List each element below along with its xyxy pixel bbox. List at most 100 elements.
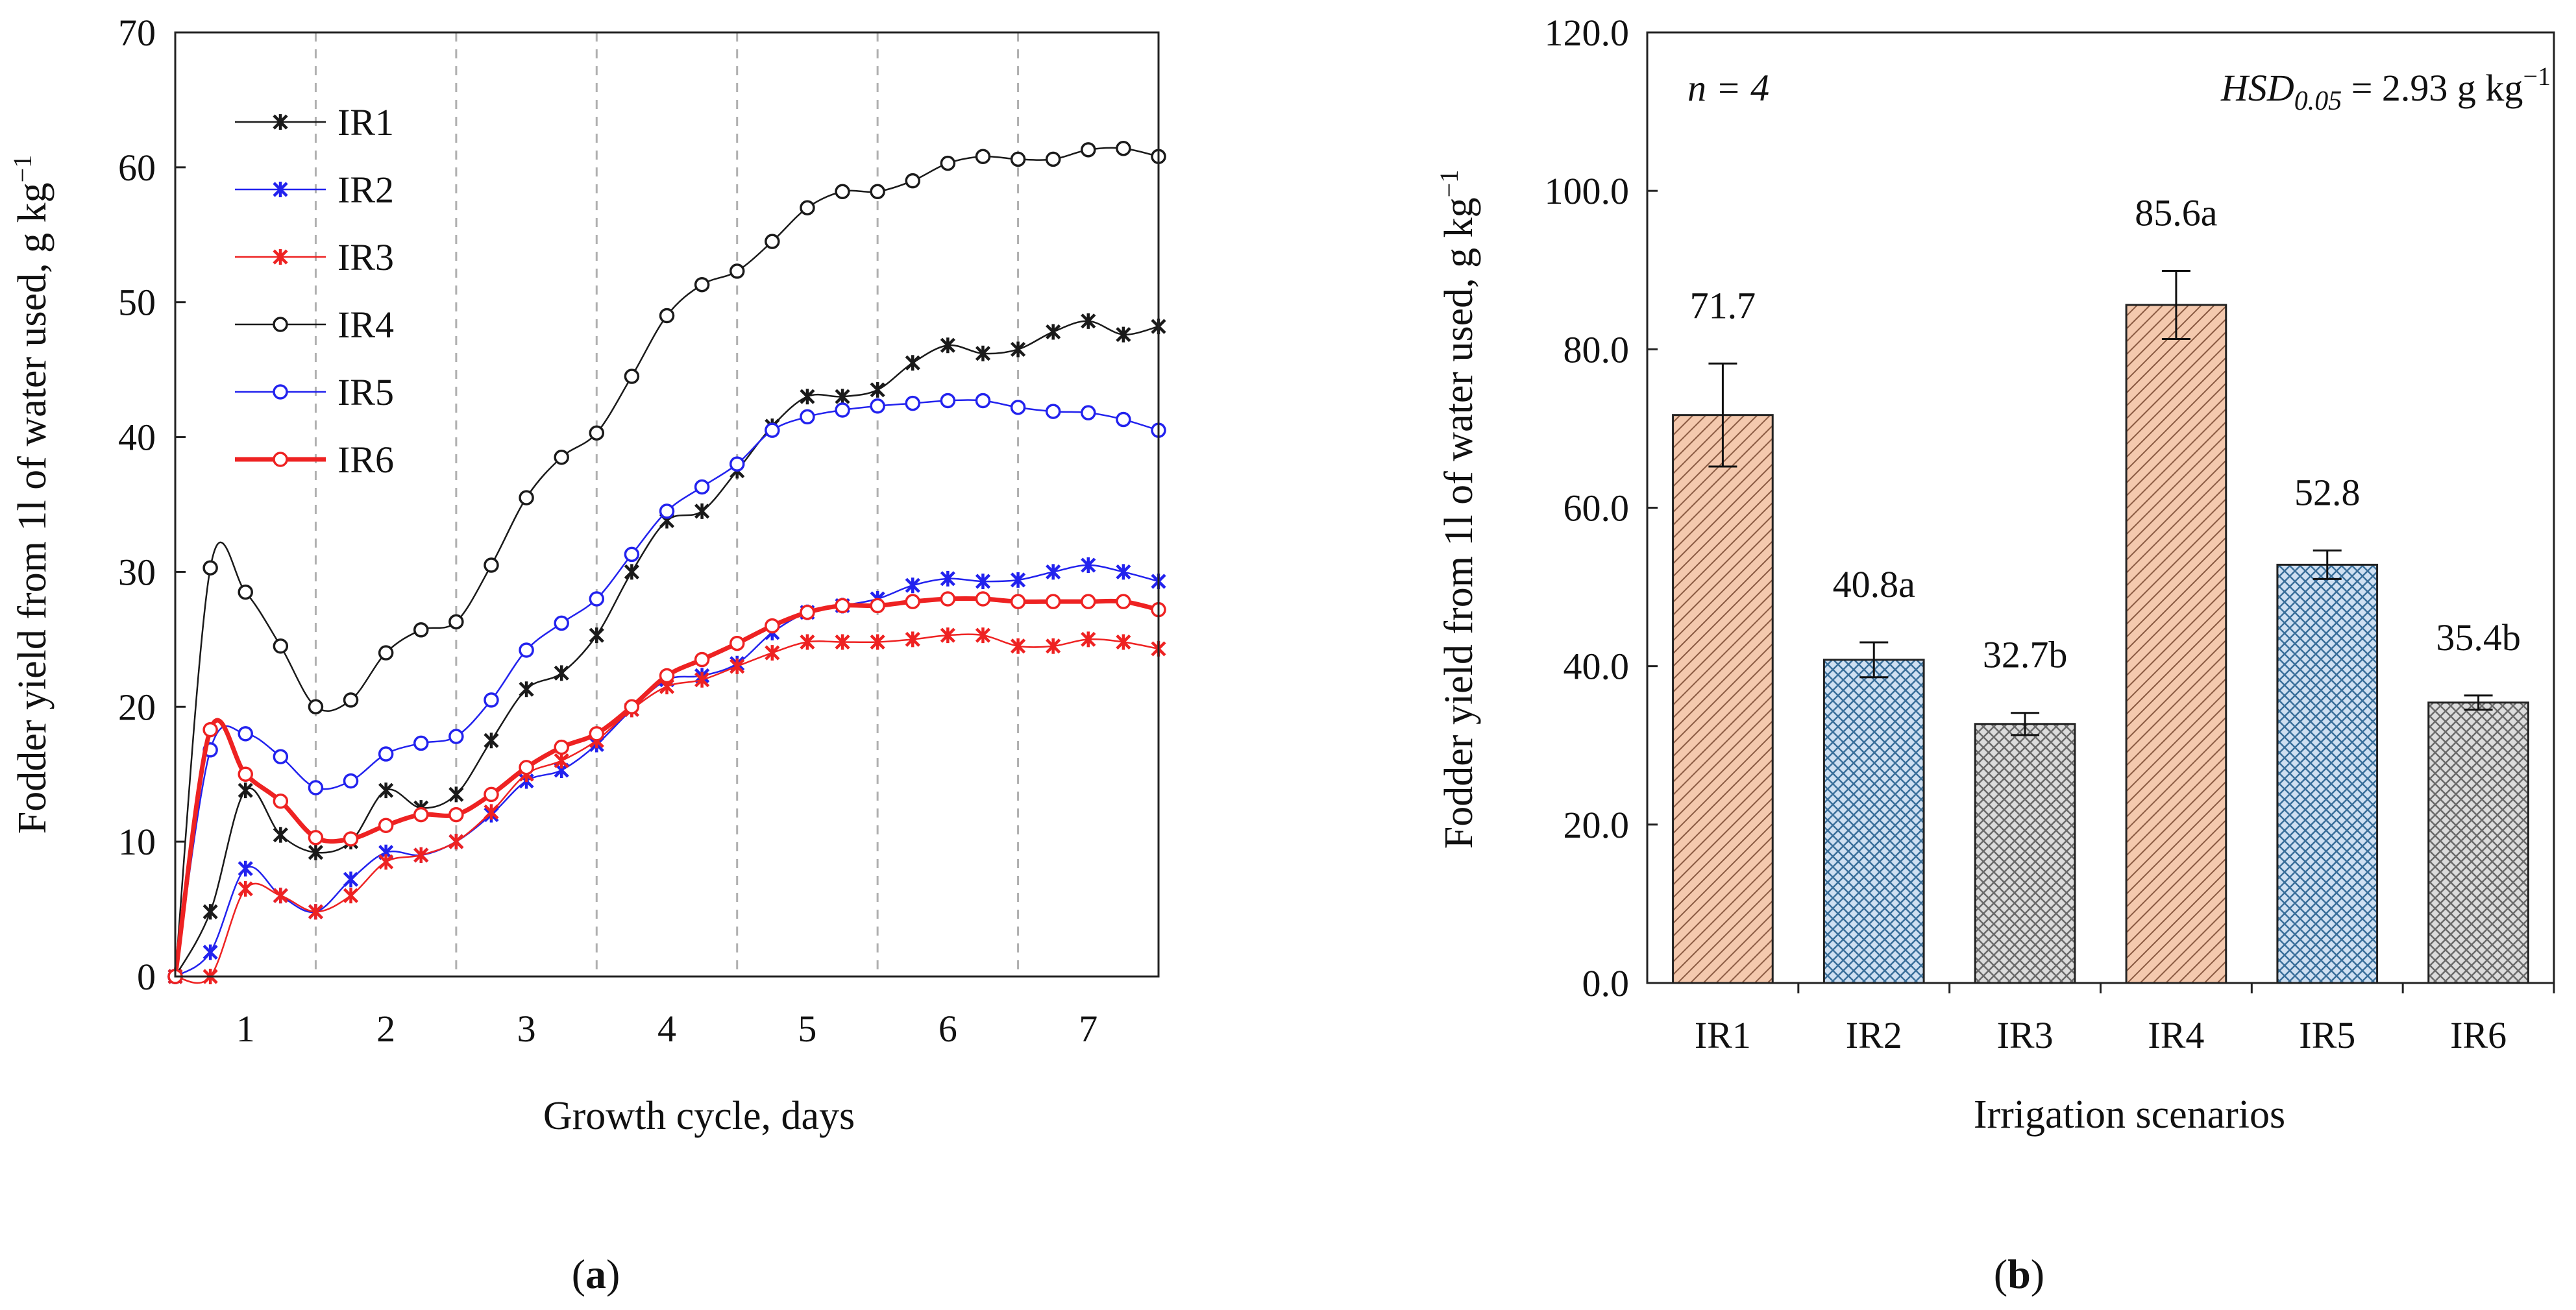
legend-label: IR5 xyxy=(337,371,394,413)
x-axis-label: Irrigation scenarios xyxy=(1974,1093,2285,1137)
x-tick-label: 3 xyxy=(517,1008,536,1050)
data-point xyxy=(800,634,815,650)
data-point xyxy=(1081,631,1096,648)
y-axis-label: Fodder yield from 1l of water used, g kg… xyxy=(1434,170,1481,849)
data-point xyxy=(975,573,991,589)
x-axis-ticks: IR1 IR2 IR3 IR4 IR5 IR6 xyxy=(1695,983,2555,1056)
data-point xyxy=(659,668,675,684)
data-point xyxy=(238,782,253,799)
data-point xyxy=(729,263,745,279)
legend-label: IR1 xyxy=(337,101,394,143)
bar-rect xyxy=(2276,563,2379,984)
data-point xyxy=(202,904,218,920)
data-point xyxy=(870,634,885,650)
x-tick-label: 2 xyxy=(376,1008,395,1050)
bar-value-label: 32.7b xyxy=(1983,634,2068,676)
data-point xyxy=(589,425,605,441)
data-point xyxy=(343,871,359,888)
data-point xyxy=(343,831,359,847)
bar-ir6: 35.4b xyxy=(2427,616,2529,984)
y-tick-label: 60 xyxy=(118,147,156,189)
y-tick-label: 40 xyxy=(118,417,156,459)
x-tick-label: IR6 xyxy=(2450,1014,2507,1056)
y-tick-label: 10 xyxy=(118,821,156,863)
y-axis-ticks: 0.0 20.0 40.0 60.0 80.0 100.0 120.0 xyxy=(1545,12,1658,1004)
sample-size-annotation: n = 4 xyxy=(1687,67,1769,109)
data-point xyxy=(413,622,429,638)
data-point xyxy=(308,844,324,860)
data-point xyxy=(238,860,253,877)
data-point xyxy=(694,672,710,688)
x-tick-label: 4 xyxy=(657,1008,676,1050)
data-point xyxy=(378,746,394,762)
y-axis-ticks: 0 10 20 30 40 50 60 70 xyxy=(118,12,186,998)
data-point xyxy=(624,369,640,384)
data-point xyxy=(940,155,956,171)
x-tick-label: IR3 xyxy=(1997,1014,2054,1056)
data-point xyxy=(519,642,534,658)
data-point xyxy=(202,944,218,960)
data-point xyxy=(308,699,324,715)
data-point xyxy=(905,577,920,594)
data-point xyxy=(273,794,289,809)
data-point xyxy=(659,503,675,519)
data-point xyxy=(448,834,464,850)
legend-label: IR6 xyxy=(337,439,394,481)
data-point xyxy=(1116,326,1131,343)
bar-value-label: 85.6a xyxy=(2135,191,2217,234)
data-point xyxy=(1116,634,1131,650)
legend-label: IR4 xyxy=(337,304,394,346)
data-point xyxy=(484,692,499,708)
data-point xyxy=(238,880,253,897)
legend-marker xyxy=(273,114,288,130)
data-point xyxy=(624,546,640,563)
data-point xyxy=(975,345,991,361)
data-point xyxy=(694,651,710,668)
data-point xyxy=(554,739,569,755)
data-point xyxy=(1046,564,1061,580)
bar-group: 71.7 40.8a 32.7b 85.6a 52.8 35.4b xyxy=(1672,191,2529,984)
data-point xyxy=(554,665,569,681)
bar-ir3: 32.7b xyxy=(1974,634,2076,984)
data-point xyxy=(905,594,920,609)
data-point xyxy=(905,395,920,411)
data-point xyxy=(343,773,359,789)
x-axis-ticks: 1 2 3 4 5 6 7 xyxy=(236,1008,1098,1050)
bar-chart-panel-b: 71.7 40.8a 32.7b 85.6a 52.8 35.4b 0.0 20.0 40.0… xyxy=(1434,12,2555,1297)
data-point xyxy=(413,735,429,751)
x-tick-label: IR2 xyxy=(1846,1014,1902,1056)
bar-rect xyxy=(2125,304,2227,984)
data-point xyxy=(765,422,780,438)
data-point xyxy=(1116,141,1131,156)
data-point xyxy=(940,591,956,607)
bar-rect xyxy=(1822,659,1925,984)
data-point xyxy=(343,888,359,904)
x-tick-label: 7 xyxy=(1079,1008,1098,1050)
data-point xyxy=(202,722,218,738)
data-point xyxy=(765,234,780,249)
y-tick-label: 50 xyxy=(118,282,156,324)
series-ir2 xyxy=(167,557,1166,984)
data-point xyxy=(589,591,605,607)
legend-marker xyxy=(273,384,288,400)
panel-caption-b: (b) xyxy=(1994,1251,2044,1297)
x-tick-label: 5 xyxy=(798,1008,816,1050)
data-point xyxy=(448,786,464,803)
data-point xyxy=(484,557,499,573)
bar-rect xyxy=(1974,723,2076,984)
data-point xyxy=(554,753,569,769)
y-tick-label: 40.0 xyxy=(1564,646,1630,688)
data-point xyxy=(1116,411,1131,428)
data-point xyxy=(308,780,324,795)
legend-label: IR3 xyxy=(337,236,394,278)
data-point xyxy=(448,614,464,630)
data-point xyxy=(940,393,956,409)
data-point xyxy=(835,598,850,614)
legend-item-ir3: IR3 xyxy=(235,236,394,278)
data-point xyxy=(1010,400,1026,415)
bar-value-label: 35.4b xyxy=(2436,616,2521,659)
legend-item-ir2: IR2 xyxy=(235,169,394,211)
data-point xyxy=(1010,151,1026,167)
x-tick-label: 6 xyxy=(938,1008,957,1050)
